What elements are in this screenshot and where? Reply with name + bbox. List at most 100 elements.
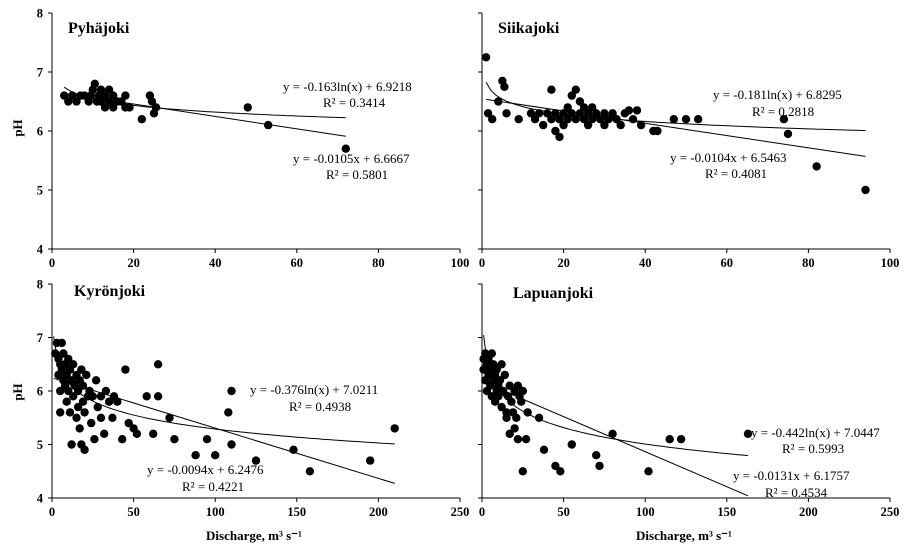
data-point <box>73 402 83 412</box>
x-tick-label: 250 <box>881 505 900 519</box>
data-point <box>488 115 497 124</box>
data-point <box>72 97 81 106</box>
x-tick-label: 40 <box>639 256 652 270</box>
data-point <box>500 370 509 380</box>
data-point <box>575 97 585 106</box>
data-point <box>341 144 350 153</box>
data-point <box>499 386 508 396</box>
x-tick-label: 60 <box>721 256 734 270</box>
x-axis-title: Discharge, m³ s⁻¹ <box>636 528 732 543</box>
data-point <box>494 97 503 106</box>
data-point <box>539 120 548 130</box>
data-point <box>91 376 101 385</box>
x-tick-label: 250 <box>451 505 470 519</box>
data-point <box>559 109 568 118</box>
data-point <box>523 408 532 417</box>
ln-fit-equation: y = -0.442ln(x) + 7.0447 <box>751 425 880 440</box>
data-point <box>59 91 69 100</box>
data-point <box>104 397 114 406</box>
data-point <box>502 109 511 118</box>
data-point <box>559 120 568 130</box>
data-point <box>494 392 503 401</box>
data-point <box>121 365 130 374</box>
x-tick-label: 60 <box>291 256 304 270</box>
data-point <box>109 103 118 112</box>
data-point <box>604 115 613 124</box>
ln-fit-r2: R² = 0.4938 <box>289 399 351 414</box>
x-tick-label: 50 <box>127 505 140 519</box>
x-tick-label: 40 <box>209 256 222 270</box>
ln-fit-r2: R² = 0.5993 <box>782 441 844 456</box>
data-point <box>121 91 130 100</box>
data-point <box>514 115 523 124</box>
data-point <box>73 386 83 396</box>
data-point <box>628 115 638 124</box>
data-point <box>483 109 493 118</box>
data-point <box>80 408 89 417</box>
data-point <box>96 85 106 94</box>
data-point <box>390 424 399 433</box>
linear-fit-equation: y = -0.0104x + 6.5463 <box>670 150 787 165</box>
data-point <box>583 120 593 130</box>
data-point <box>551 126 560 136</box>
data-point <box>90 435 99 444</box>
data-point <box>64 354 73 364</box>
data-point <box>502 413 511 422</box>
data-point <box>510 424 519 433</box>
data-point <box>694 115 703 124</box>
data-point <box>100 429 109 438</box>
y-axis-title: pH <box>10 119 25 136</box>
data-point <box>191 451 200 460</box>
x-tick-label: 100 <box>206 505 225 519</box>
panel-title: Lapuanjoki <box>513 285 594 302</box>
log-fit-line <box>53 336 395 445</box>
data-point <box>227 386 236 396</box>
data-point <box>612 115 621 124</box>
data-point <box>644 467 653 476</box>
y-tick-label: 6 <box>37 125 43 139</box>
data-point <box>72 413 81 422</box>
data-point <box>137 115 146 124</box>
data-point <box>521 435 531 444</box>
data-point <box>556 467 565 476</box>
data-point <box>624 106 634 115</box>
data-point <box>571 115 580 124</box>
linear-fit-r2: R² = 0.4221 <box>182 479 244 494</box>
data-point <box>583 109 593 118</box>
data-point <box>289 445 298 454</box>
data-point <box>124 418 133 428</box>
data-point <box>665 435 674 444</box>
data-point <box>113 397 122 406</box>
panel-kyronjoki: Kyrönjoki pH Discharge, m³ s⁻¹ y = -0.37… <box>10 278 469 544</box>
data-point <box>518 467 527 476</box>
y-tick-label: 8 <box>37 7 43 21</box>
data-point <box>109 91 118 100</box>
data-point <box>579 103 589 112</box>
linear-fit-line <box>486 98 866 157</box>
data-point <box>151 103 161 112</box>
data-point <box>78 381 88 390</box>
data-point <box>567 109 576 118</box>
data-point <box>779 115 789 124</box>
panel-lapuanjoki: Lapuanjoki Discharge, m³ s⁻¹ y = -0.442l… <box>478 283 900 543</box>
data-point <box>492 365 501 374</box>
data-point <box>563 115 572 124</box>
data-point <box>600 109 609 118</box>
data-point <box>75 424 84 433</box>
data-point <box>96 413 106 422</box>
data-point <box>579 115 589 124</box>
x-axis-title: Discharge, m³ s⁻¹ <box>206 528 302 543</box>
data-point <box>56 386 65 396</box>
linear-fit-r2: R² = 0.4081 <box>705 166 767 181</box>
data-point <box>595 461 604 471</box>
data-point <box>534 109 544 118</box>
data-point <box>547 115 556 124</box>
data-point <box>56 408 65 417</box>
linear-fit-r2: R² = 0.5801 <box>326 167 388 182</box>
data-point <box>117 97 126 106</box>
data-point <box>588 103 597 112</box>
data-point <box>513 381 523 390</box>
data-point <box>78 397 88 406</box>
ln-fit-r2: R² = 0.3414 <box>323 95 386 110</box>
